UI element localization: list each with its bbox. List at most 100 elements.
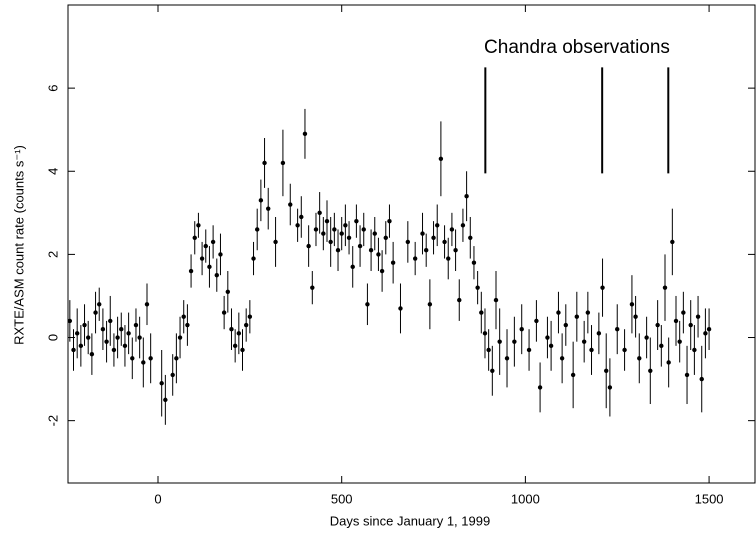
data-point (449, 227, 455, 232)
data-point (673, 318, 679, 324)
data-point (490, 368, 495, 373)
data-point (324, 218, 330, 224)
data-point (699, 376, 704, 382)
data-point (435, 223, 440, 228)
data-point (427, 302, 433, 307)
data-point (604, 368, 609, 373)
data-point (398, 306, 403, 311)
data-point (141, 360, 146, 365)
data-point (243, 322, 249, 328)
data-point (405, 239, 411, 245)
data-point (548, 343, 554, 349)
data-point (468, 235, 473, 240)
data-point (493, 297, 499, 303)
data-point (332, 227, 337, 232)
data-point (196, 223, 201, 228)
data-point (570, 372, 576, 378)
data-point (581, 339, 587, 344)
data-point (633, 314, 638, 319)
data-point (148, 356, 153, 361)
data-point (126, 331, 131, 336)
data-point (644, 335, 649, 340)
data-point (71, 347, 76, 353)
y-tick-label: 2 (45, 251, 60, 258)
data-point (229, 327, 234, 332)
data-point (629, 302, 635, 307)
data-point (313, 227, 319, 232)
data-point (225, 289, 231, 294)
data-point (365, 302, 370, 307)
data-point (203, 243, 208, 249)
data-point (130, 356, 135, 361)
data-point (170, 372, 175, 378)
data-point (464, 194, 469, 199)
data-point (519, 327, 524, 332)
data-point (512, 339, 517, 344)
data-point (460, 223, 466, 228)
data-point (82, 322, 87, 328)
y-tick-label: 0 (45, 334, 60, 341)
data-point (163, 397, 168, 403)
data-point (659, 343, 664, 349)
data-point (93, 310, 98, 315)
data-point (181, 314, 186, 319)
data-point (420, 231, 425, 236)
y-tick-label: 6 (45, 85, 60, 92)
data-point (266, 206, 271, 211)
data-point (232, 343, 238, 349)
data-point (361, 227, 366, 232)
data-point (475, 285, 480, 290)
data-point (423, 248, 429, 253)
data-point (100, 327, 106, 332)
data-point (89, 351, 95, 357)
data-point (574, 314, 580, 319)
data-point (177, 335, 183, 340)
data-point (703, 331, 708, 336)
data-point (210, 239, 216, 245)
data-point (684, 372, 690, 378)
data-point (446, 256, 451, 261)
data-point (482, 331, 488, 336)
data-point (273, 239, 278, 245)
data-point (453, 248, 458, 253)
x-tick-label: 0 (154, 491, 161, 506)
data-point (706, 327, 712, 332)
data-point (262, 160, 267, 166)
data-point (78, 343, 84, 349)
data-point (214, 272, 219, 278)
data-point (86, 335, 91, 340)
data-point (589, 347, 594, 353)
data-point (615, 327, 620, 332)
y-tick-label: -2 (45, 415, 60, 427)
data-point (115, 335, 120, 340)
data-point (607, 385, 613, 390)
data-point (486, 347, 491, 353)
data-point (104, 339, 109, 344)
data-point (354, 218, 359, 224)
data-point (74, 331, 80, 336)
data-point (695, 314, 701, 319)
data-point (343, 223, 348, 228)
data-point (563, 322, 568, 328)
y-tick-label: 4 (45, 168, 60, 175)
data-point (288, 202, 293, 207)
data-point (317, 210, 322, 216)
data-point (504, 356, 510, 361)
data-point (192, 235, 197, 240)
data-point (133, 322, 139, 328)
data-point (137, 335, 142, 340)
data-point (376, 252, 381, 257)
data-point (545, 335, 550, 340)
data-point (438, 156, 444, 161)
data-point (236, 331, 242, 336)
data-point (497, 339, 502, 344)
data-point (108, 318, 113, 324)
data-point (174, 356, 179, 361)
data-point (471, 260, 477, 265)
data-point (431, 235, 436, 240)
x-axis-label: Days since January 1, 1999 (330, 513, 490, 528)
data-point (67, 318, 73, 324)
data-point (666, 360, 671, 365)
data-point (247, 314, 253, 319)
data-point (412, 256, 418, 261)
